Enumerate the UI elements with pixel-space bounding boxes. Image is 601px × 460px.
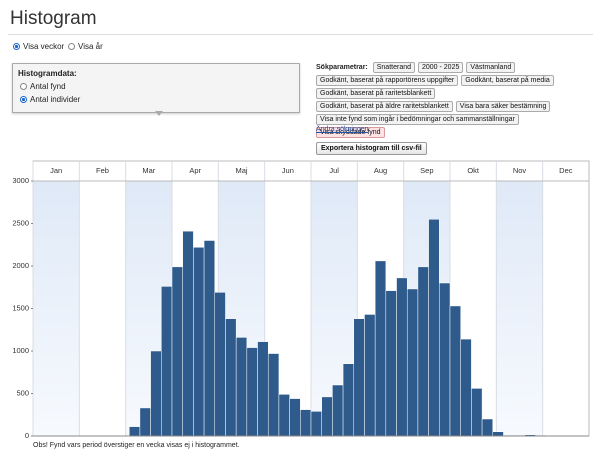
y-tick-label: 2500 <box>12 218 29 227</box>
y-tick-label: 1000 <box>12 346 29 355</box>
box-pointer <box>155 111 163 116</box>
bar <box>193 247 205 437</box>
export-button[interactable]: Exportera histogram till csv-fil <box>316 142 427 155</box>
bar <box>492 431 504 437</box>
bar <box>257 341 269 437</box>
bar <box>460 338 472 437</box>
param-tag: Västmanland <box>466 62 516 73</box>
radio-weeks[interactable]: Visa veckor <box>13 42 64 51</box>
month-label: Jan <box>50 166 62 175</box>
bar <box>139 407 151 437</box>
radio-years[interactable]: Visa år <box>68 42 103 51</box>
bar <box>225 318 237 437</box>
footnote: Obs! Fynd vars period överstiger en veck… <box>33 442 240 449</box>
bar <box>417 266 429 437</box>
param-row: Sökparametrar: Snatterand 2000 - 2025 Västm… <box>316 62 596 73</box>
month-label: Jun <box>282 166 294 175</box>
y-tick-label: 2000 <box>12 261 29 270</box>
bar <box>332 384 344 437</box>
box-title: Histogramdata: <box>18 69 77 78</box>
bar <box>246 347 258 437</box>
radio-label: Antal individer <box>30 95 81 104</box>
radio-label: Visa veckor <box>23 42 65 51</box>
month-label: Nov <box>513 166 527 175</box>
bar <box>321 396 333 437</box>
param-tag: 2000 - 2025 <box>418 62 464 73</box>
bar <box>374 260 387 437</box>
param-tag: Godkänt, baserat på äldre raritetsblanke… <box>316 101 453 112</box>
y-tick-label: 3000 <box>12 176 29 185</box>
radio-label: Visa år <box>78 42 103 51</box>
param-row: Visa skyddade fynd <box>316 127 596 138</box>
radio-individuals[interactable]: Antal individer <box>20 95 80 104</box>
month-label: Jul <box>329 166 339 175</box>
bar <box>161 286 173 437</box>
histogram-chart: Jan Feb Mar Apr Maj Jun Jul Aug Sep Okt Nov Dec 0 500… <box>12 160 590 440</box>
bar <box>182 230 194 437</box>
param-tag: Godkänt, baserat på media <box>461 75 554 86</box>
param-row: Godkänt, baserat på raritetsblankett <box>316 88 596 99</box>
y-tick-label: 0 <box>25 431 29 440</box>
month-label: Apr <box>189 166 201 175</box>
bar <box>471 388 483 437</box>
bar <box>214 292 226 437</box>
month-band <box>496 181 543 436</box>
bar <box>396 277 408 437</box>
bar <box>439 282 451 437</box>
radio-count[interactable]: Antal fynd <box>20 82 66 91</box>
bar <box>235 337 248 437</box>
y-tick-label: 1500 <box>12 303 29 312</box>
change-search-link[interactable]: Ändra sökningen <box>316 126 369 133</box>
month-label: Sep <box>420 166 433 175</box>
bar <box>150 350 162 437</box>
month-label: Dec <box>559 166 573 175</box>
bar <box>481 418 494 437</box>
param-tag: Visa bara säker bestämning <box>455 101 551 112</box>
divider <box>8 34 593 35</box>
bar <box>364 314 376 437</box>
param-tag: Visa inte fynd som ingår i bedömningar o… <box>316 114 519 125</box>
month-label: Okt <box>467 166 480 175</box>
param-label: Sökparametrar: <box>316 64 368 71</box>
bar <box>385 290 397 437</box>
bar <box>171 266 183 437</box>
bar <box>203 240 216 437</box>
month-label: Aug <box>374 166 387 175</box>
param-tag: Visa skyddade fynd <box>316 127 385 138</box>
bar <box>300 409 312 437</box>
y-tick-label: 500 <box>16 388 29 397</box>
bar <box>310 411 322 437</box>
month-label: Mar <box>142 166 155 175</box>
page-title: Histogram <box>10 8 97 29</box>
radio-label: Antal fynd <box>30 82 66 91</box>
param-row: Godkänt, baserat på rapportörens uppgift… <box>316 75 596 86</box>
month-label: Maj <box>235 166 247 175</box>
bar <box>278 394 290 437</box>
bar <box>342 363 355 437</box>
bar <box>449 305 461 437</box>
month-band <box>33 181 80 436</box>
bar <box>128 426 141 437</box>
param-tag: Godkänt, baserat på raritetsblankett <box>316 88 436 99</box>
bar <box>267 353 280 437</box>
histogram-data-box: Histogramdata: Antal fynd Antal individe… <box>12 63 300 113</box>
bar <box>353 318 365 437</box>
param-tag: Snatterand <box>372 62 415 73</box>
bar <box>406 288 419 437</box>
bar <box>428 219 440 437</box>
search-params: Sökparametrar: Snatterand 2000 - 2025 Västm… <box>316 62 596 140</box>
param-tag: Godkänt, baserat på rapportörens uppgift… <box>316 75 459 86</box>
bar <box>289 398 301 437</box>
month-label: Feb <box>96 166 109 175</box>
param-row: Godkänt, baserat på äldre raritetsblanke… <box>316 101 596 112</box>
param-row: Visa inte fynd som ingår i bedömningar o… <box>316 114 596 125</box>
